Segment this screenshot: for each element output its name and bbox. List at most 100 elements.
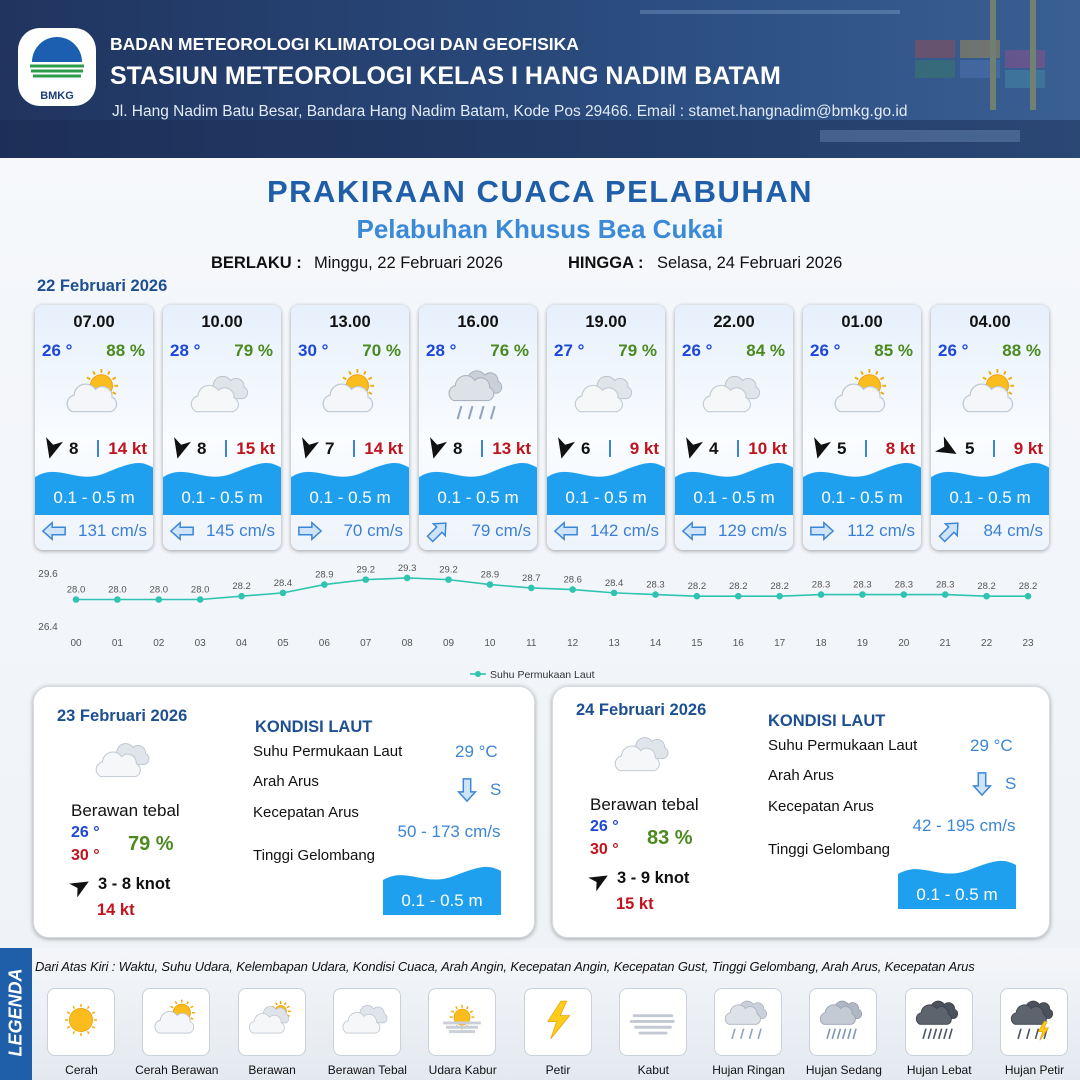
wave-area [931, 462, 1049, 515]
card-temp: 26 ° [810, 341, 841, 360]
wave-area [547, 462, 665, 515]
icon-shape [455, 1006, 459, 1010]
card-gust: 9 kt [1013, 439, 1043, 458]
card-wind: 8 [197, 439, 207, 458]
card-time: 22.00 [713, 313, 755, 331]
day-weather: Berawan tebal [71, 801, 180, 820]
icon-shape [383, 866, 501, 915]
legend-label: Petir [545, 1063, 571, 1077]
logo-text: BMKG [40, 90, 74, 102]
day-date: 24 Februari 2026 [576, 701, 707, 719]
separator [865, 440, 867, 457]
icon-shape [46, 437, 64, 459]
icon-shape [931, 462, 1049, 515]
card-wind: 8 [69, 439, 79, 458]
data-label: 28.2 [770, 581, 789, 592]
day-wave: 0.1 - 0.5 m [401, 891, 483, 910]
icon-shape [990, 0, 996, 110]
icon-shape [451, 1010, 455, 1014]
legend-box [904, 988, 973, 1056]
x-tick-label: 07 [360, 638, 372, 649]
forecast-card: 16.00 28 ° 76 % 8 13 kt 0.1 - 0.5 m 79 cm/s [419, 305, 537, 550]
icon-shape [469, 1010, 474, 1014]
header-decoration [640, 0, 1045, 142]
weather-icon [546, 1000, 570, 1040]
weather-icon [154, 999, 196, 1034]
series-line [76, 577, 1028, 601]
x-tick-label: 06 [319, 638, 331, 649]
data-label: 28.0 [150, 585, 169, 596]
legend-label: Hujan Sedang [805, 1063, 882, 1077]
forecast-card: 22.00 26 ° 84 % 4 10 kt 0.1 - 0.5 m 129 cm/s [675, 305, 793, 550]
current-dir-label: Arah Arus [768, 767, 834, 784]
wind-arrow [558, 437, 576, 459]
wind-arrow [686, 437, 704, 459]
card-humidity: 76 % [490, 341, 529, 360]
icon-shape [553, 520, 578, 542]
card-wind: 6 [581, 439, 591, 458]
org-name: BADAN METEOROLOGI KLIMATOLOGI DAN GEOFIS… [110, 34, 579, 54]
icon-shape [298, 520, 323, 542]
data-label: 28.2 [729, 581, 748, 592]
x-tick-label: 23 [1022, 638, 1034, 649]
header-background [0, 0, 1080, 158]
data-label: 28.4 [274, 578, 293, 589]
weather-icon [962, 369, 1015, 413]
icon-shape [675, 462, 793, 515]
forecast-card: 01.00 26 ° 85 % 5 8 kt 0.1 - 0.5 m 112 cm/s [803, 305, 921, 550]
data-point [72, 596, 80, 603]
data-point [693, 592, 701, 600]
current-speed: 42 - 195 cm/s [912, 816, 1016, 835]
card-time: 13.00 [329, 313, 371, 331]
icon-shape [66, 1025, 71, 1029]
card-time: 10.00 [201, 313, 243, 331]
icon-shape [322, 383, 374, 413]
icon-shape [426, 522, 447, 543]
data-point [569, 586, 576, 593]
icon-shape [163, 462, 281, 515]
icon-shape [842, 1028, 847, 1040]
card-wave: 0.1 - 0.5 m [821, 488, 903, 507]
icon-shape [95, 751, 141, 778]
card-gust: 14 kt [108, 439, 147, 458]
icon-shape [86, 1030, 90, 1035]
card-wave: 0.1 - 0.5 m [565, 488, 647, 507]
wave-area [163, 462, 281, 515]
x-tick-label: 17 [774, 638, 786, 649]
data-label: 28.3 [812, 580, 831, 591]
current-arrow [810, 520, 835, 542]
data-point [486, 581, 494, 588]
data-point [900, 591, 908, 598]
x-tick-label: 20 [898, 638, 910, 649]
icon-shape [274, 1002, 278, 1006]
wind-arrow [69, 881, 89, 898]
current-arrow [938, 522, 959, 543]
current-speed: 50 - 173 cm/s [397, 822, 501, 841]
data-label: 29.2 [439, 565, 458, 576]
x-tick-label: 18 [815, 638, 827, 649]
data-label: 28.9 [315, 570, 334, 581]
day-humidity: 83 % [647, 827, 693, 849]
icon-shape [834, 383, 886, 413]
data-label: 28.0 [67, 585, 86, 596]
icon-shape [731, 1028, 736, 1040]
day-date: 23 Februari 2026 [57, 707, 188, 725]
icon-shape [170, 1005, 174, 1009]
legend-label: Suhu Permukaan Laut [490, 669, 595, 681]
data-point [362, 576, 370, 583]
separator [97, 440, 99, 457]
day-weather: Berawan tebal [590, 795, 699, 814]
current-dir: S [1005, 774, 1017, 793]
wind-arrow [46, 437, 64, 459]
x-tick-label: 01 [112, 638, 124, 649]
day-gust: 15 kt [616, 895, 654, 913]
icon-shape [702, 384, 751, 413]
day-tmin: 26 ° [71, 824, 100, 841]
icon-shape [443, 1021, 482, 1034]
data-label: 28.2 [1019, 581, 1038, 592]
card-wave: 0.1 - 0.5 m [949, 488, 1031, 507]
icon-shape [948, 1028, 953, 1040]
legend-label: Hujan Ringan [712, 1063, 785, 1077]
day-wave: 0.1 - 0.5 m [916, 885, 998, 904]
card-wind: 8 [453, 439, 463, 458]
